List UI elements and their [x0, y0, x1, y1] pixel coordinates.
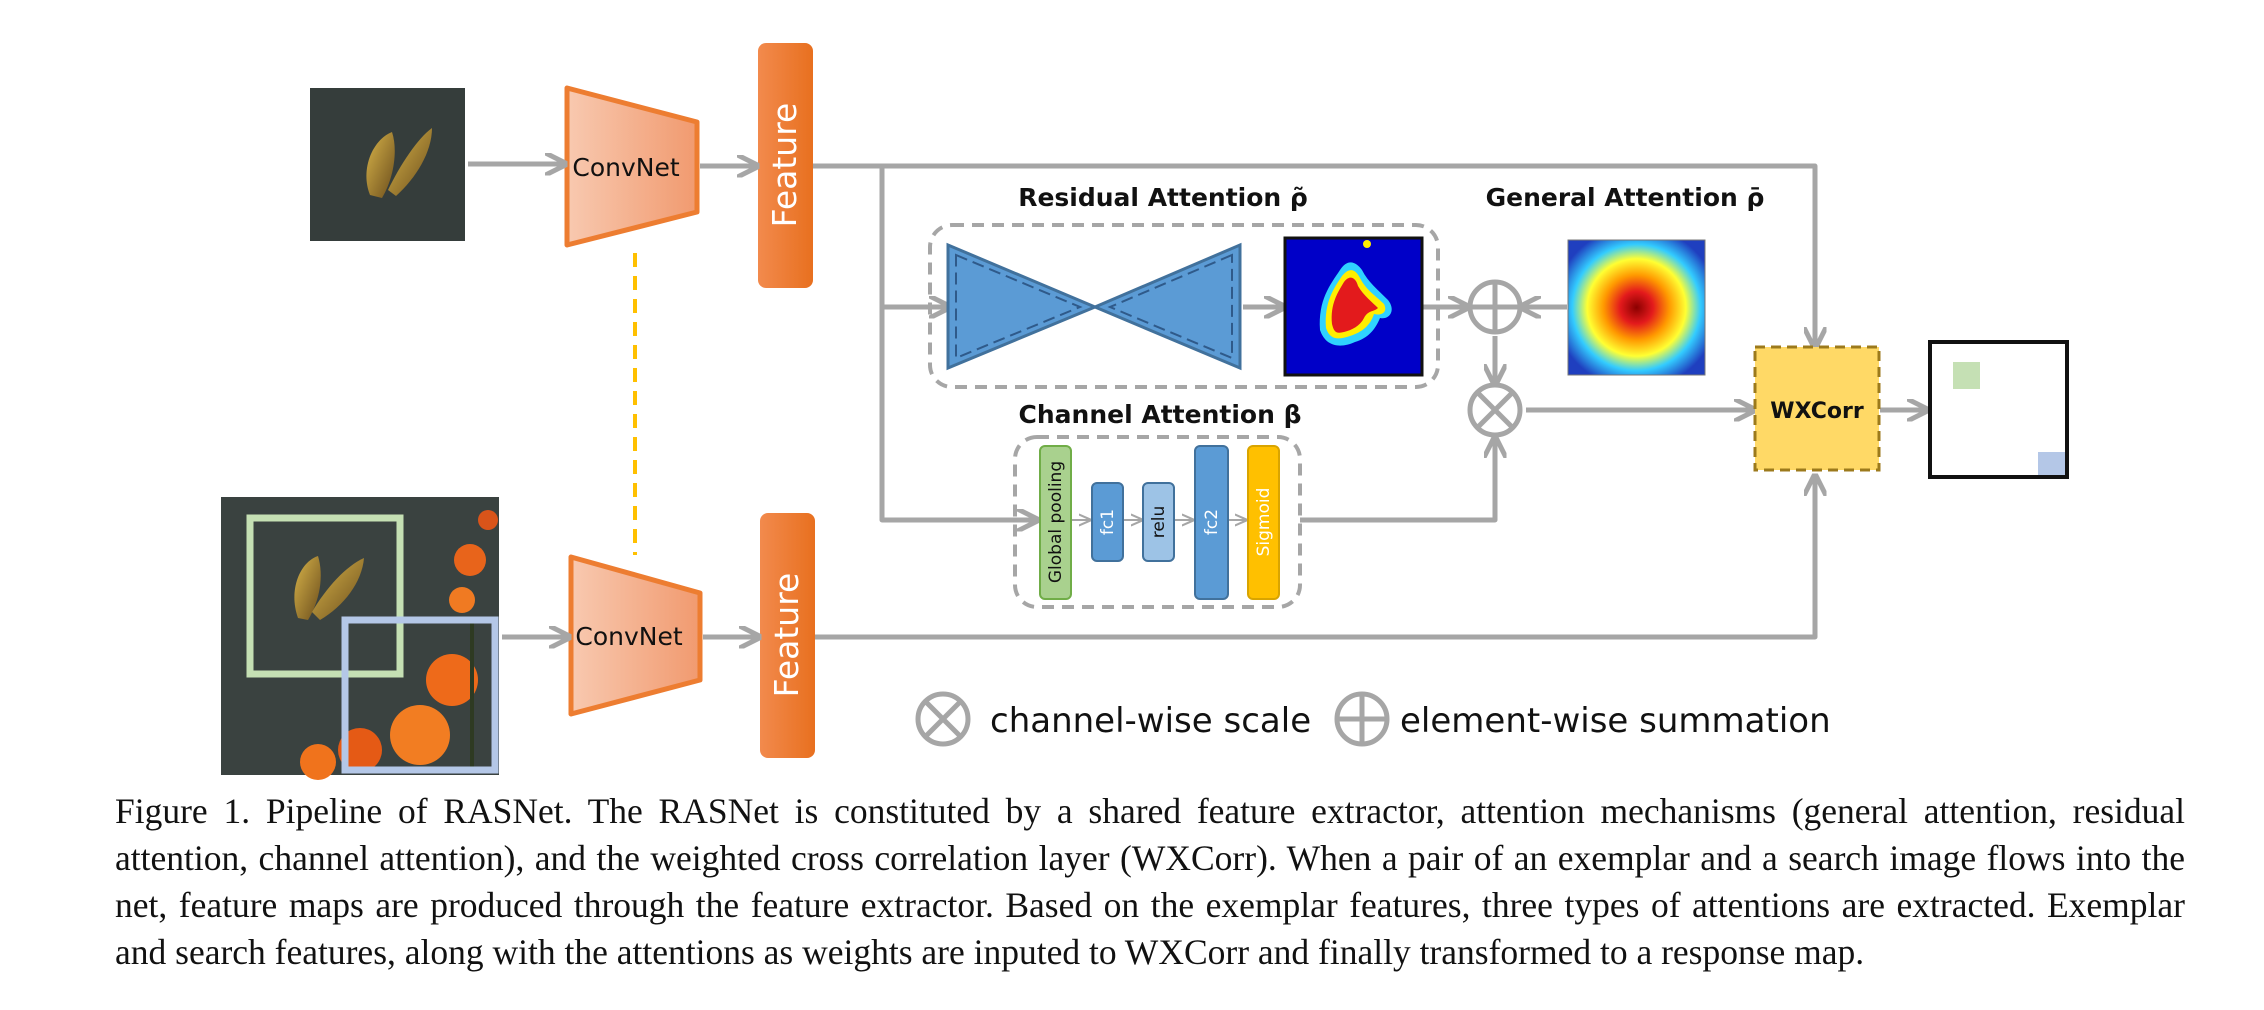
search-region-box [341, 616, 499, 774]
channel-attention-layers: Global pooling fc1 relu fc2 Sigmoid [1039, 445, 1280, 600]
feature-block-top: Feature [758, 43, 813, 288]
plus-legend-icon [1334, 691, 1390, 747]
wxcorr-block: WXCorr [1753, 345, 1881, 472]
svg-text:Sigmoid: Sigmoid [1254, 488, 1274, 557]
exemplar-image [310, 88, 465, 241]
flow-arrows [468, 164, 1925, 637]
convnet-top: ConvNet [564, 85, 700, 248]
channel-attention-title: Channel Attention β [1019, 400, 1302, 429]
flowers-icon [300, 510, 498, 780]
svg-text:Feature: Feature [765, 103, 804, 228]
general-attention-title: General Attention ρ̄ [1486, 183, 1765, 212]
global-pooling-layer: Global pooling [1039, 445, 1072, 600]
svg-text:WXCorr: WXCorr [1770, 399, 1864, 424]
response-map [1928, 340, 2069, 479]
times-legend-icon [915, 691, 971, 747]
svg-text:relu: relu [1149, 506, 1169, 539]
times-operator-icon [1467, 382, 1523, 438]
search-image [221, 497, 499, 780]
general-attention-heatmap [1567, 239, 1706, 376]
feature-block-bottom: Feature [760, 513, 815, 758]
figure-caption: Figure 1. Pipeline of RASNet. The RASNet… [115, 791, 2185, 972]
legend-element-wise-summation: element-wise summation [1334, 691, 1831, 747]
convnet-bottom: ConvNet [568, 554, 703, 717]
svg-text:Global pooling: Global pooling [1046, 461, 1066, 583]
channel-attention-group [1013, 435, 1302, 609]
svg-text:fc1: fc1 [1098, 509, 1118, 535]
svg-text:ConvNet: ConvNet [572, 153, 679, 182]
fc2-layer: fc2 [1194, 445, 1229, 600]
svg-text:ConvNet: ConvNet [575, 622, 682, 651]
residual-attention-heatmap [1283, 236, 1424, 377]
fc1-layer: fc1 [1091, 482, 1124, 562]
exemplar-region-box [246, 514, 404, 678]
residual-attention-title: Residual Attention ρ̃ [1018, 183, 1308, 212]
residual-attention-group [928, 223, 1440, 389]
rasnet-pipeline-diagram: ConvNet ConvNet Feature Feature [221, 43, 2069, 780]
sigmoid-layer: Sigmoid [1247, 445, 1280, 600]
relu-layer: relu [1142, 482, 1175, 562]
hourglass-network [946, 242, 1242, 371]
legend-channel-wise-scale: channel-wise scale [915, 691, 1311, 747]
svg-text:element-wise summation: element-wise summation [1400, 701, 1831, 741]
plus-operator-icon [1467, 279, 1523, 335]
svg-text:channel-wise scale: channel-wise scale [990, 701, 1311, 741]
svg-text:fc2: fc2 [1202, 509, 1222, 535]
svg-text:Feature: Feature [767, 573, 806, 698]
